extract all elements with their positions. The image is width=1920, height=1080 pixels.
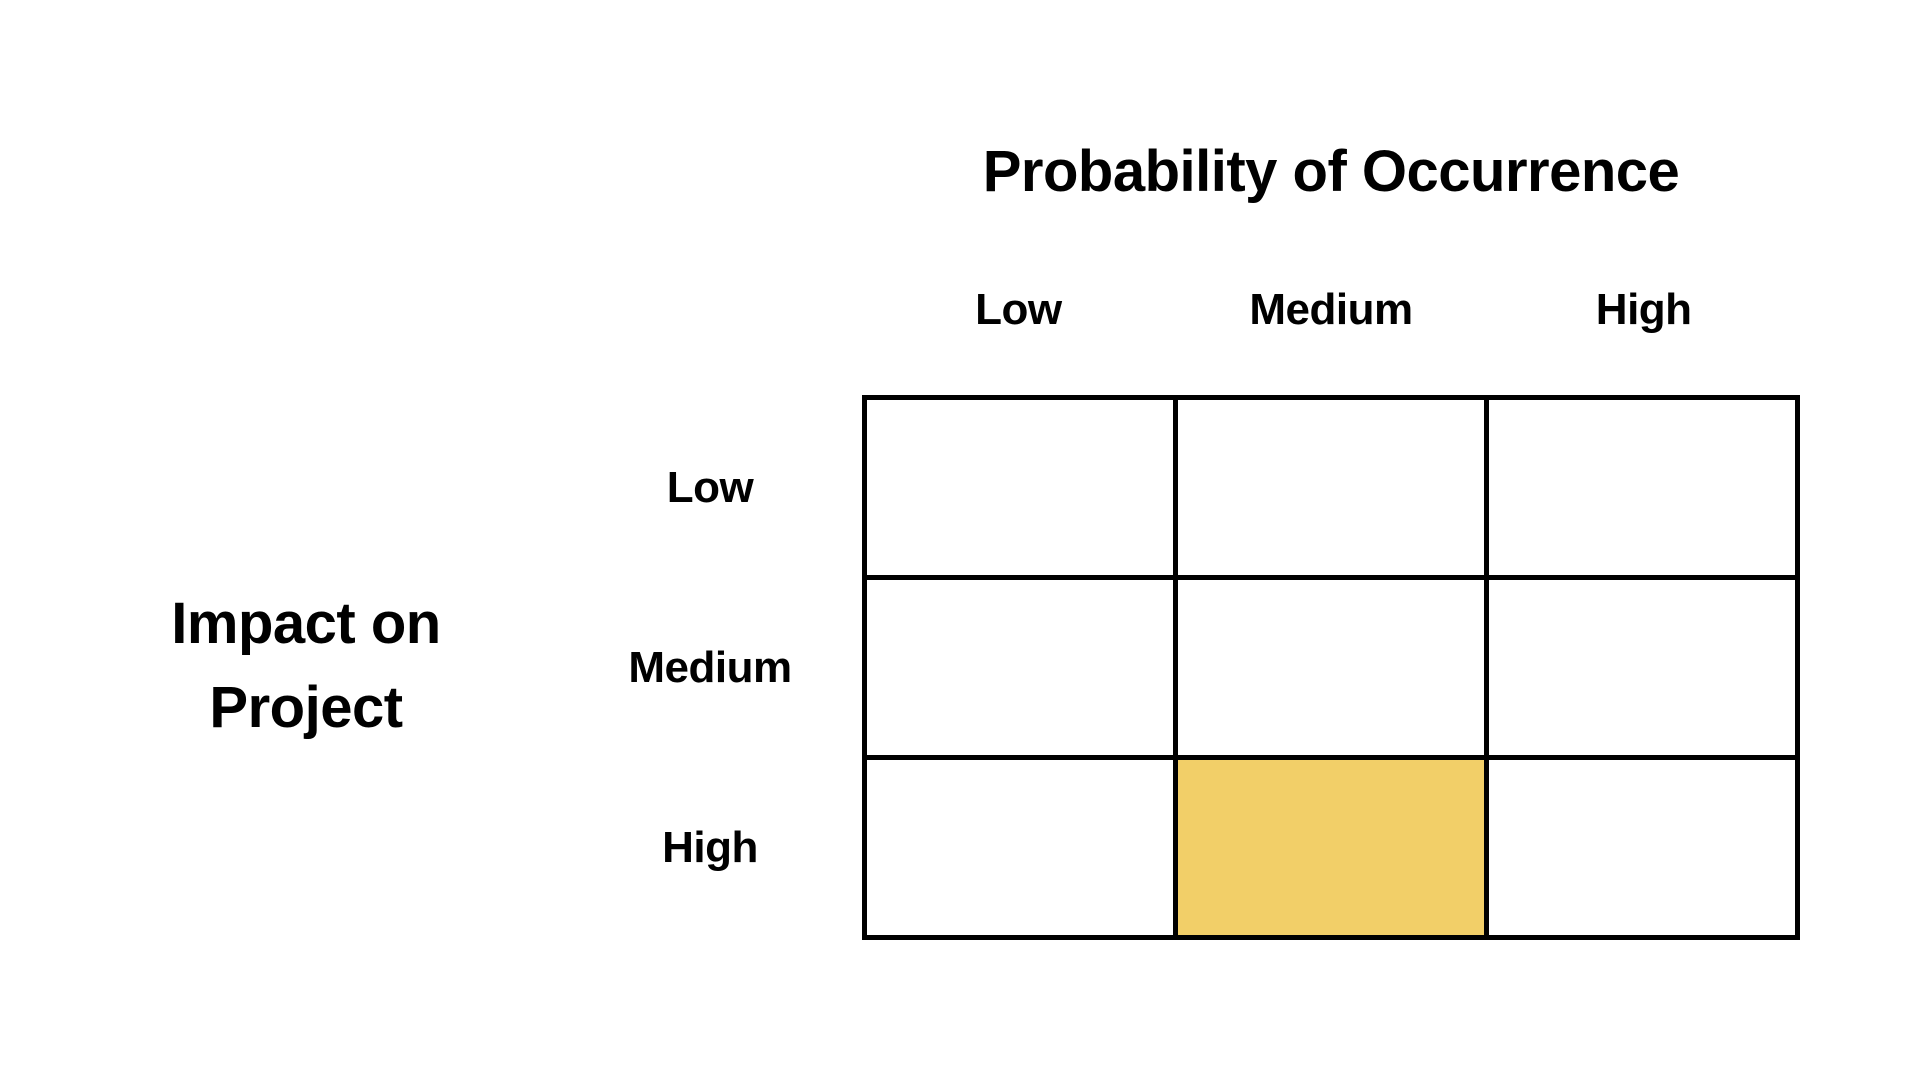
grid-cell-r3-c3 [1489,760,1795,935]
probability-axis-title: Probability of Occurrence [982,139,1680,204]
row-label-low: Low [666,463,754,512]
column-label-low: Low [975,285,1062,334]
impact-axis-title-line1: Impact on [171,591,441,656]
grid-cell-r1-c2 [1178,400,1484,575]
row-label-medium: Medium [628,643,792,692]
grid-cell-r2-c3 [1489,580,1795,755]
grid-cell-r1-c1 [867,400,1173,575]
grid-cell-r1-c3 [1489,400,1795,575]
grid-cell-r3-c1 [867,760,1173,935]
risk-grid [862,395,1800,940]
impact-axis-title: Impact on Project [100,582,512,750]
row-label-high: High [662,823,758,872]
impact-axis-title-line2: Project [209,675,403,740]
column-labels-row: Low Medium High [862,288,1800,332]
column-label-high: High [1595,285,1692,334]
grid-cell-r2-c2 [1178,580,1484,755]
grid-cell-r2-c1 [867,580,1173,755]
column-label-medium: Medium [1249,285,1413,334]
highlighted-cell-r3-c2 [1178,760,1484,935]
